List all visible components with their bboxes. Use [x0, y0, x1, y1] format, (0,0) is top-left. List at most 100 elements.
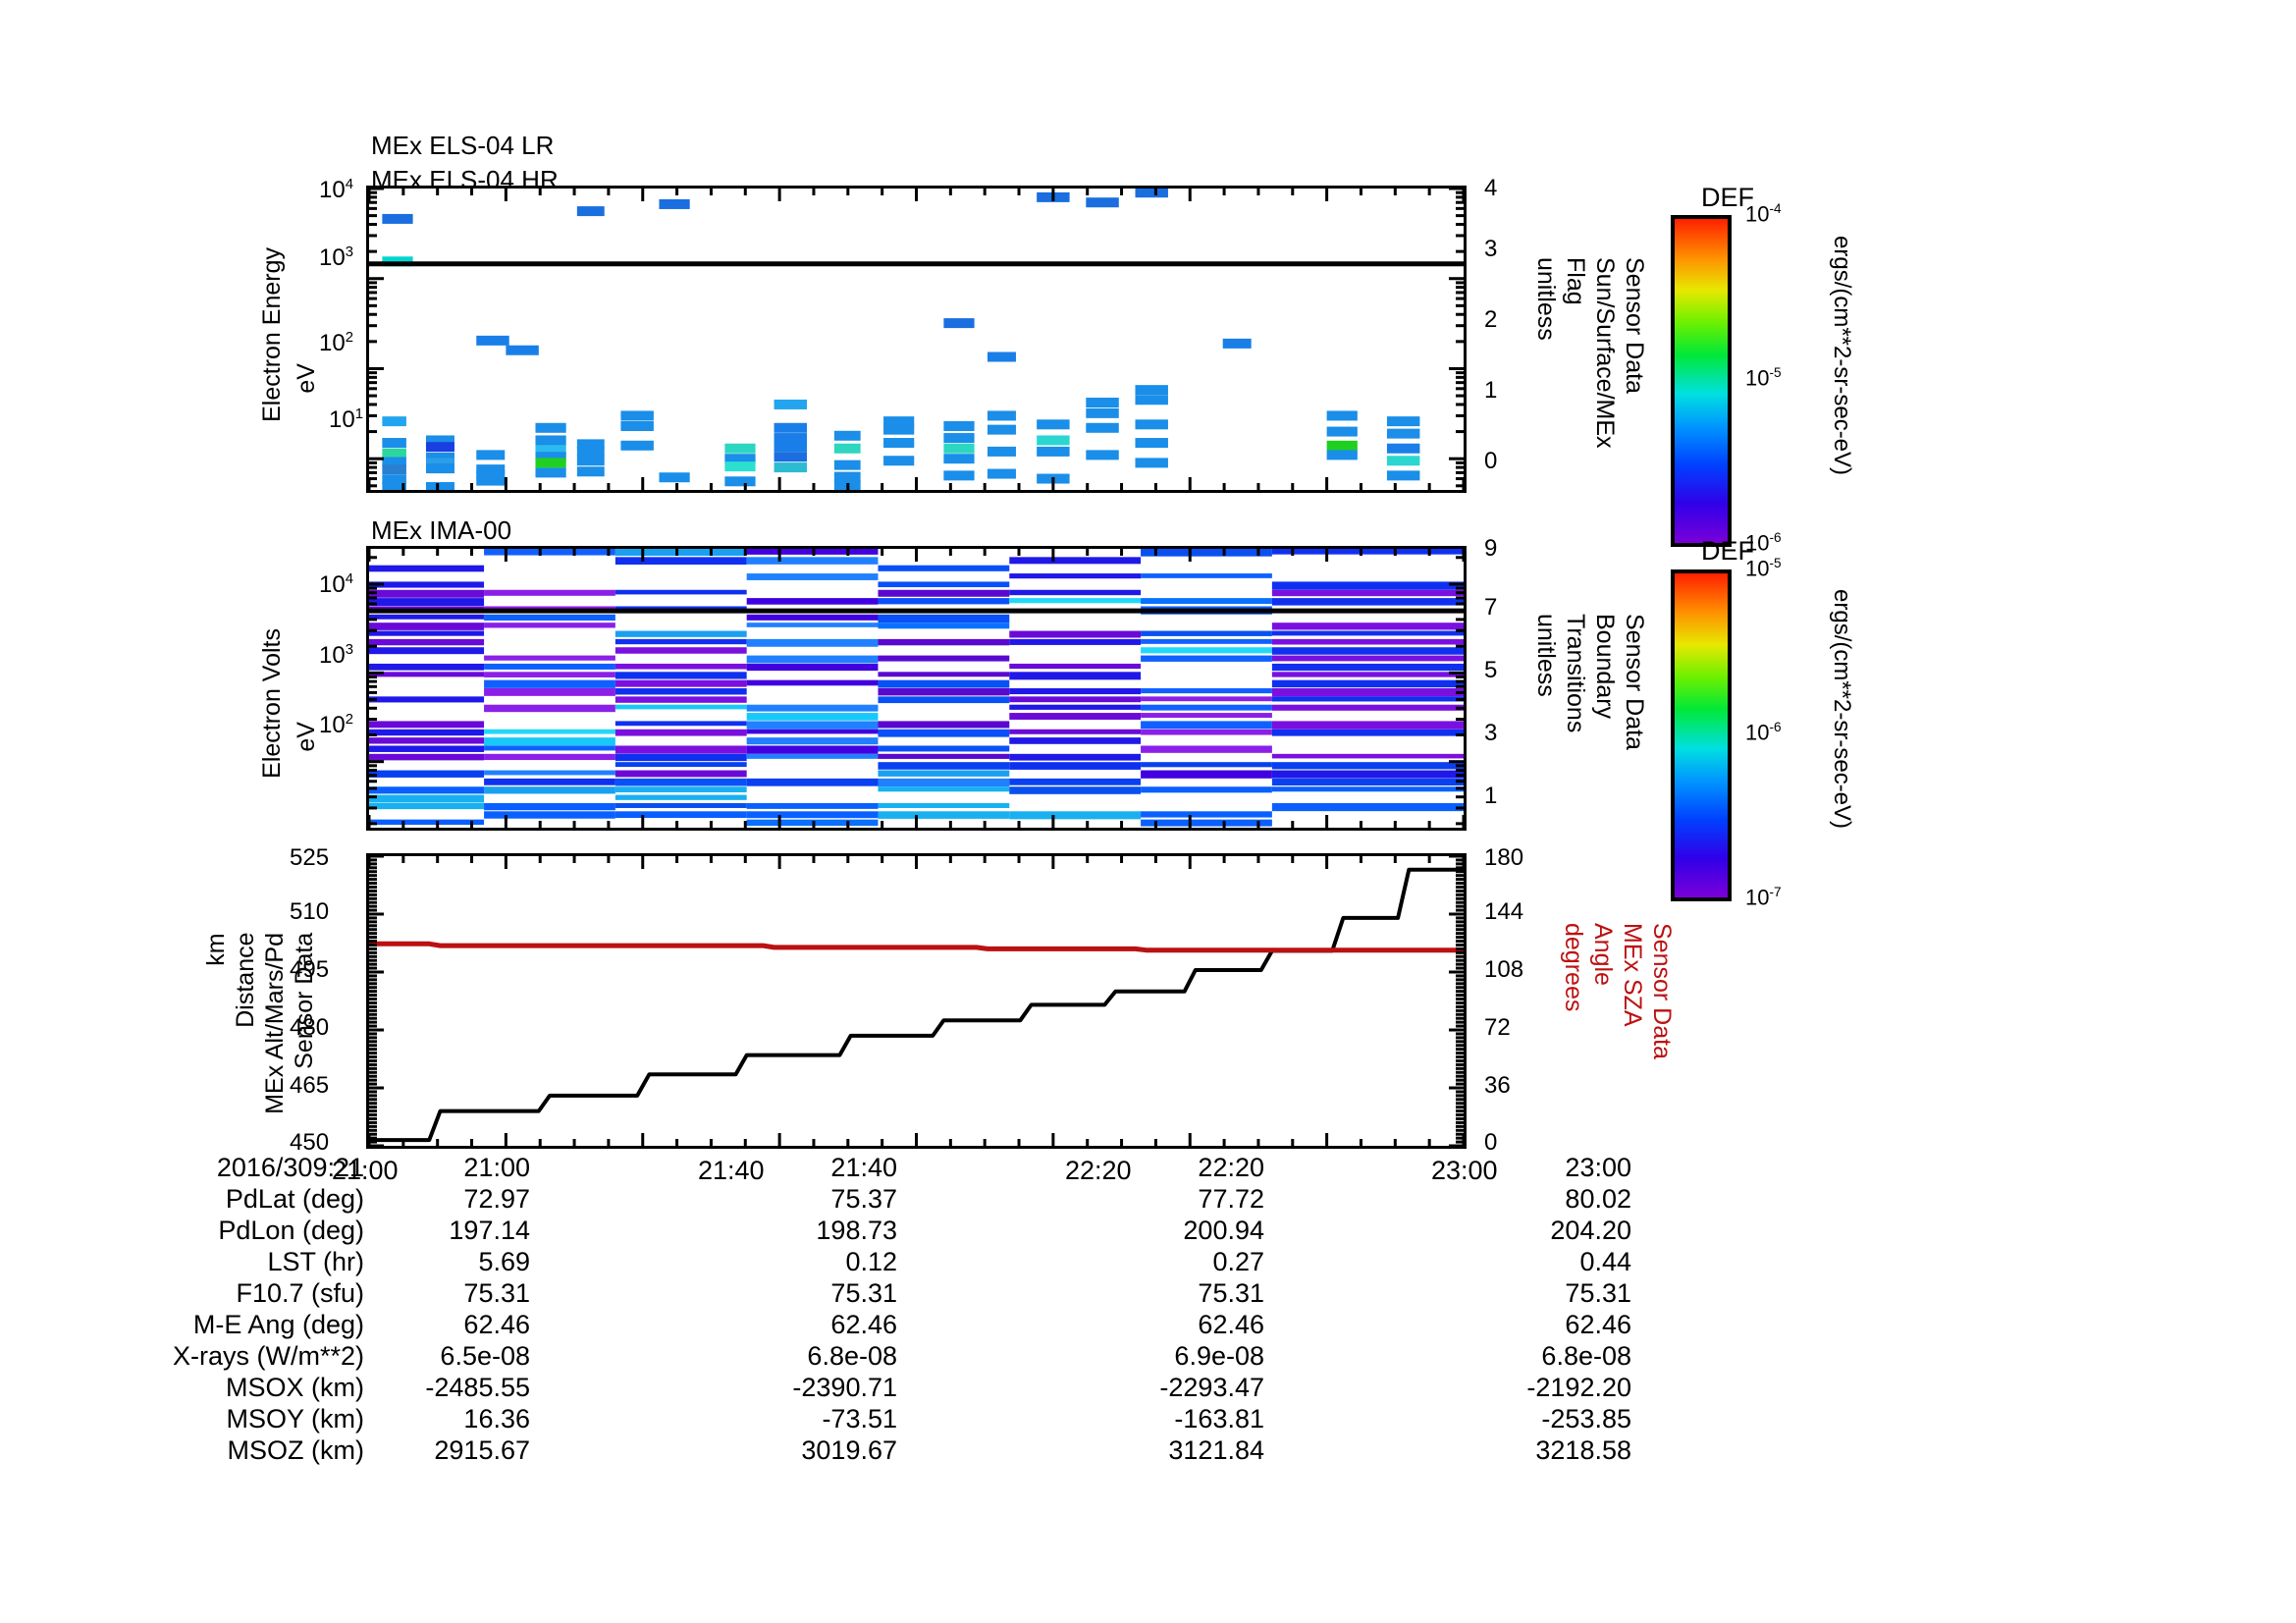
sza-rtick-36: 36: [1484, 1072, 1511, 1099]
sza-rtick-0: 0: [1484, 1129, 1498, 1156]
table-cell: -163.81: [1174, 1404, 1264, 1434]
alt-ytick-510: 510: [290, 898, 330, 925]
table-cell: 75.31: [830, 1278, 897, 1308]
ima-ytick-1e3: 103: [319, 642, 353, 669]
els-ytick-1e2: 102: [319, 330, 353, 356]
table-cell: -253.85: [1541, 1404, 1631, 1434]
els-rtick-4: 4: [1484, 175, 1498, 201]
sza-rtick-180: 180: [1484, 844, 1524, 871]
colorbar-1-min: 10-6: [1745, 530, 1782, 556]
table-cell: 6.9e-08: [1174, 1341, 1264, 1371]
table-cell: 75.37: [830, 1184, 897, 1214]
table-cell: 77.72: [1198, 1184, 1264, 1214]
table-row: LST (hr) 5.69 0.12 0.27 0.44: [173, 1246, 1631, 1277]
table-row-label: 2016/309:21: [216, 1153, 364, 1182]
table-cell: 62.46: [1565, 1310, 1631, 1339]
colorbar-1-max: 10-4: [1745, 201, 1782, 227]
table-cell: 200.94: [1183, 1216, 1264, 1245]
table-row-label: MSOY (km): [226, 1404, 365, 1434]
els-rtick-2: 2: [1484, 306, 1498, 333]
ima-ytick-1e2: 102: [319, 712, 353, 738]
colorbar-2: [1671, 569, 1732, 901]
els-title-lr: MEx ELS-04 LR: [371, 131, 555, 160]
ima-rtick-3: 3: [1484, 720, 1498, 746]
els-ytick-1e4: 104: [319, 177, 353, 203]
xtick-2100: 21:00: [332, 1156, 399, 1185]
colorbar-1: [1671, 215, 1732, 547]
table-cell: 198.73: [816, 1216, 897, 1245]
colorbar-1-title: DEF: [1701, 183, 1754, 212]
table-cell: 6.5e-08: [440, 1341, 530, 1371]
sza-rtick-72: 72: [1484, 1014, 1511, 1041]
alt-right-axis-label: Sensor Data MEx SZA Angle degrees: [1560, 923, 1676, 1059]
table-cell: -2192.20: [1526, 1373, 1631, 1402]
table-cell: 5.69: [478, 1247, 530, 1276]
table-cell: 22:20: [1198, 1153, 1264, 1182]
table-cell: 75.31: [1565, 1278, 1631, 1308]
table-row-label: X-rays (W/m**2): [173, 1341, 364, 1371]
table-cell: 2915.67: [434, 1435, 530, 1465]
table-row-label: PdLon (deg): [218, 1216, 364, 1245]
colorbar-2-unit: ergs/(cm**2-sr-sec-eV): [1829, 589, 1855, 830]
els-rtick-3: 3: [1484, 236, 1498, 262]
sza-rtick-144: 144: [1484, 898, 1524, 925]
table-cell: 75.31: [1198, 1278, 1264, 1308]
colorbar-1-mid: 10-5: [1745, 365, 1782, 391]
table-cell: 3218.58: [1535, 1435, 1631, 1465]
table-cell: -73.51: [822, 1404, 897, 1434]
table-cell: 72.97: [463, 1184, 530, 1214]
table-row-label: MSOZ (km): [227, 1435, 364, 1465]
ima-title: MEx IMA-00: [371, 515, 512, 545]
ima-plot-panel[interactable]: [366, 546, 1467, 831]
table-cell: 16.36: [463, 1404, 530, 1434]
table-row-label: M-E Ang (deg): [192, 1310, 364, 1339]
table-cell: -2390.71: [792, 1373, 897, 1402]
table-row-label: MSOX (km): [226, 1373, 364, 1402]
table-cell: 3121.84: [1168, 1435, 1264, 1465]
alt-plot-panel[interactable]: [366, 853, 1467, 1149]
xtick-2220: 22:20: [1065, 1156, 1132, 1185]
alt-ytick-480: 480: [290, 1014, 330, 1041]
xtick-2300: 23:00: [1431, 1156, 1498, 1185]
ima-ylabel: Electron Volts: [258, 628, 286, 779]
table-row: MSOX (km) -2485.55 -2390.71 -2293.47 -2192.2…: [173, 1372, 1631, 1403]
ima-rtick-5: 5: [1484, 657, 1498, 683]
table-cell: 0.44: [1579, 1247, 1631, 1276]
table-cell: 197.14: [449, 1216, 530, 1245]
alt-ytick-450: 450: [290, 1129, 330, 1156]
table-cell: -2293.47: [1159, 1373, 1264, 1402]
ima-rtick-1: 1: [1484, 783, 1498, 809]
table-row: PdLon (deg) 197.14 198.73 200.94 204.20: [173, 1215, 1631, 1246]
els-spectrogram: [369, 189, 1464, 490]
colorbar-2-mid: 10-6: [1745, 720, 1782, 745]
ima-yunit: eV: [293, 722, 320, 752]
table-cell: 3019.67: [801, 1435, 897, 1465]
alt-ytick-495: 495: [290, 956, 330, 983]
table-row: F10.7 (sfu) 75.31 75.31 75.31 75.31: [173, 1277, 1631, 1309]
table-row: MSOZ (km) 2915.67 3019.67 3121.84 3218.58: [173, 1434, 1631, 1466]
table-row-label: F10.7 (sfu): [236, 1278, 364, 1308]
els-yunit: eV: [293, 363, 320, 394]
table-cell: 21:00: [463, 1153, 530, 1182]
els-plot-panel[interactable]: [366, 186, 1467, 493]
table-cell: -2485.55: [425, 1373, 530, 1402]
table-row: X-rays (W/m**2) 6.5e-08 6.8e-08 6.9e-08 6.8e…: [173, 1340, 1631, 1372]
table-cell: 6.8e-08: [807, 1341, 897, 1371]
alt-ytick-525: 525: [290, 844, 330, 871]
table-row: MSOY (km) 16.36 -73.51 -163.81 -253.85: [173, 1403, 1632, 1434]
table-cell: 0.12: [845, 1247, 897, 1276]
alt-ytick-465: 465: [290, 1072, 330, 1099]
table-row: 2016/309:21 21:00 21:40 22:20 23:00: [173, 1152, 1631, 1183]
table-cell: 80.02: [1565, 1184, 1631, 1214]
table-cell: 62.46: [830, 1310, 897, 1339]
ima-ytick-1e4: 104: [319, 571, 353, 598]
ima-rtick-9: 9: [1484, 535, 1498, 562]
table-row: PdLat (deg) 72.97 75.37 77.72 80.02: [173, 1183, 1631, 1215]
alt-sza-lines: [369, 856, 1464, 1146]
table-row: M-E Ang (deg) 62.46 62.46 62.46 62.46: [173, 1309, 1631, 1340]
table-cell: 75.31: [463, 1278, 530, 1308]
table-cell: 0.27: [1212, 1247, 1264, 1276]
table-cell: 62.46: [463, 1310, 530, 1339]
els-ylabel: Electron Energy: [258, 247, 286, 422]
els-ytick-1e1: 101: [329, 406, 363, 433]
